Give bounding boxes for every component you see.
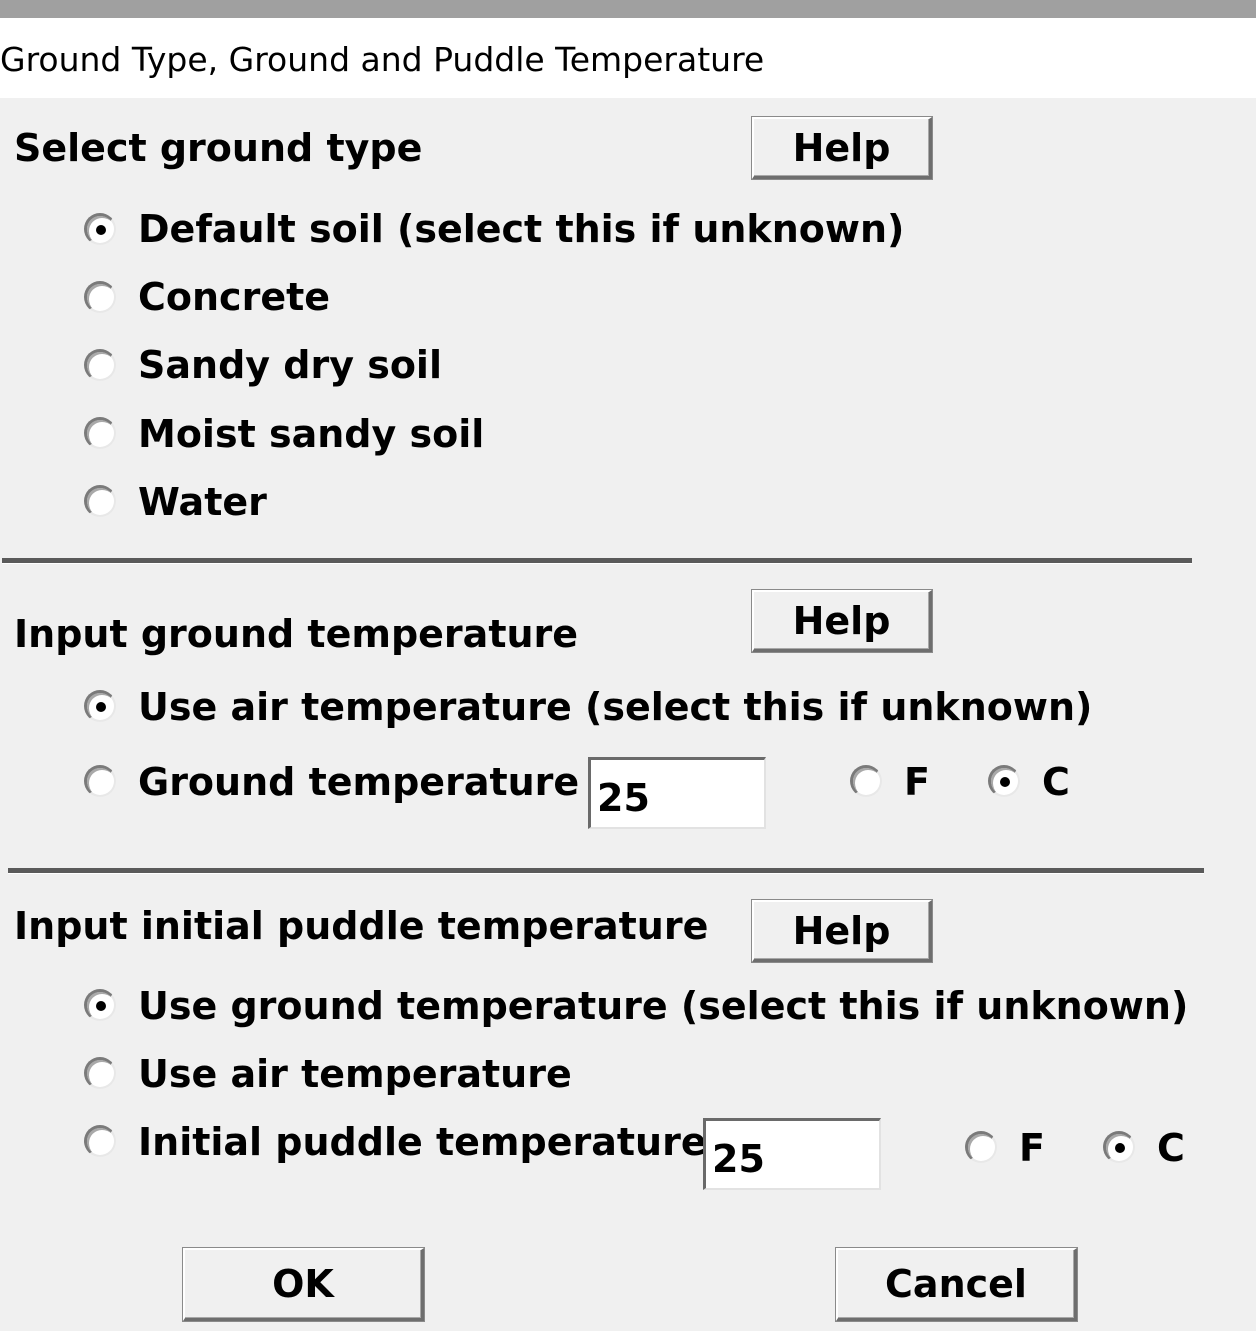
radio-initial-puddle-temperature-is[interactable] <box>84 1125 116 1157</box>
ground-type-heading: Select ground type <box>14 126 423 170</box>
radio-puddle-use-air-temperature[interactable] <box>84 1057 116 1089</box>
radio-sandy-dry-soil-label[interactable]: Sandy dry soil <box>138 343 442 387</box>
radio-use-air-temperature[interactable] <box>84 690 116 722</box>
window-top-strip <box>0 0 1256 18</box>
cancel-button[interactable]: Cancel <box>836 1248 1077 1321</box>
section-divider <box>2 558 1192 564</box>
radio-sandy-dry-soil[interactable] <box>84 349 116 381</box>
radio-default-soil-label[interactable]: Default soil (select this if unknown) <box>138 207 905 251</box>
radio-default-soil[interactable] <box>84 213 116 245</box>
radio-initial-puddle-temperature-is-label[interactable]: Initial puddle temperature is <box>138 1120 756 1164</box>
ground-temperature-input[interactable] <box>588 757 766 829</box>
radio-use-ground-temperature[interactable] <box>84 989 116 1021</box>
radio-puddle-use-air-temperature-label[interactable]: Use air temperature <box>138 1052 572 1096</box>
radio-ground-unit-f-label[interactable]: F <box>904 760 930 804</box>
radio-puddle-unit-f-label[interactable]: F <box>1019 1126 1045 1170</box>
radio-concrete[interactable] <box>84 281 116 313</box>
puddle-temperature-input[interactable] <box>703 1118 881 1190</box>
ground-temperature-help-button[interactable]: Help <box>752 590 932 652</box>
ok-button[interactable]: OK <box>183 1248 424 1321</box>
radio-moist-sandy-soil-label[interactable]: Moist sandy soil <box>138 412 485 456</box>
radio-puddle-unit-c[interactable] <box>1103 1131 1135 1163</box>
radio-water-label[interactable]: Water <box>138 480 267 524</box>
radio-concrete-label[interactable]: Concrete <box>138 275 331 319</box>
ground-type-help-button[interactable]: Help <box>752 117 932 179</box>
radio-moist-sandy-soil[interactable] <box>84 417 116 449</box>
radio-ground-unit-f[interactable] <box>850 765 882 797</box>
radio-water[interactable] <box>84 485 116 517</box>
title-bar: Ground Type, Ground and Puddle Temperatu… <box>0 18 1256 98</box>
puddle-temperature-help-button[interactable]: Help <box>752 900 932 962</box>
radio-puddle-unit-f[interactable] <box>965 1131 997 1163</box>
radio-ground-unit-c[interactable] <box>988 765 1020 797</box>
radio-use-air-temperature-label[interactable]: Use air temperature (select this if unkn… <box>138 685 1093 729</box>
window-title: Ground Type, Ground and Puddle Temperatu… <box>0 40 765 79</box>
radio-ground-temperature-is-label[interactable]: Ground temperature is <box>138 760 629 804</box>
puddle-temperature-heading: Input initial puddle temperature <box>14 904 709 948</box>
radio-ground-unit-c-label[interactable]: C <box>1042 760 1070 804</box>
section-divider <box>8 868 1204 874</box>
radio-puddle-unit-c-label[interactable]: C <box>1157 1126 1185 1170</box>
radio-use-ground-temperature-label[interactable]: Use ground temperature (select this if u… <box>138 984 1189 1028</box>
ground-temperature-heading: Input ground temperature <box>14 612 579 656</box>
radio-ground-temperature-is[interactable] <box>84 765 116 797</box>
